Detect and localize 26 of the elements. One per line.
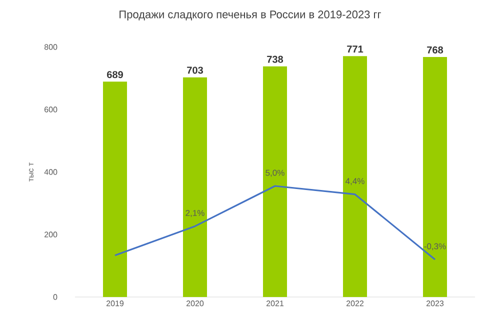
data-label: 771 (347, 46, 364, 53)
x-tick-label: 2021 (266, 300, 284, 306)
data-label: 2,1% (186, 210, 204, 218)
data-label: 738 (267, 56, 284, 63)
data-label: 5,0% (266, 170, 284, 177)
x-tick-label: 2019 (106, 300, 124, 306)
bar (263, 66, 287, 297)
data-label: 703 (187, 66, 203, 74)
bar (343, 56, 367, 297)
data-label: 689 (107, 71, 123, 78)
bar (103, 82, 128, 297)
bar (422, 57, 447, 297)
chart-title: Продажи сладкого печенья в России в 2019-2023 гг (120, 10, 381, 20)
data-label: 768 (427, 46, 444, 54)
x-tick-label: 2020 (186, 300, 204, 306)
y-tick-label: 400 (44, 169, 58, 175)
x-tick-label: 2022 (346, 300, 364, 306)
y-axis-title: тыс т (29, 162, 34, 182)
x-tick-label: 2023 (426, 300, 444, 306)
bar (183, 77, 207, 297)
y-tick-label: 0 (53, 294, 58, 300)
data-label: 4,4% (346, 178, 364, 186)
y-tick-label: 800 (44, 44, 58, 50)
y-tick-label: 600 (44, 106, 58, 112)
y-tick-label: 200 (44, 232, 58, 238)
data-label: -0,3% (424, 243, 446, 250)
